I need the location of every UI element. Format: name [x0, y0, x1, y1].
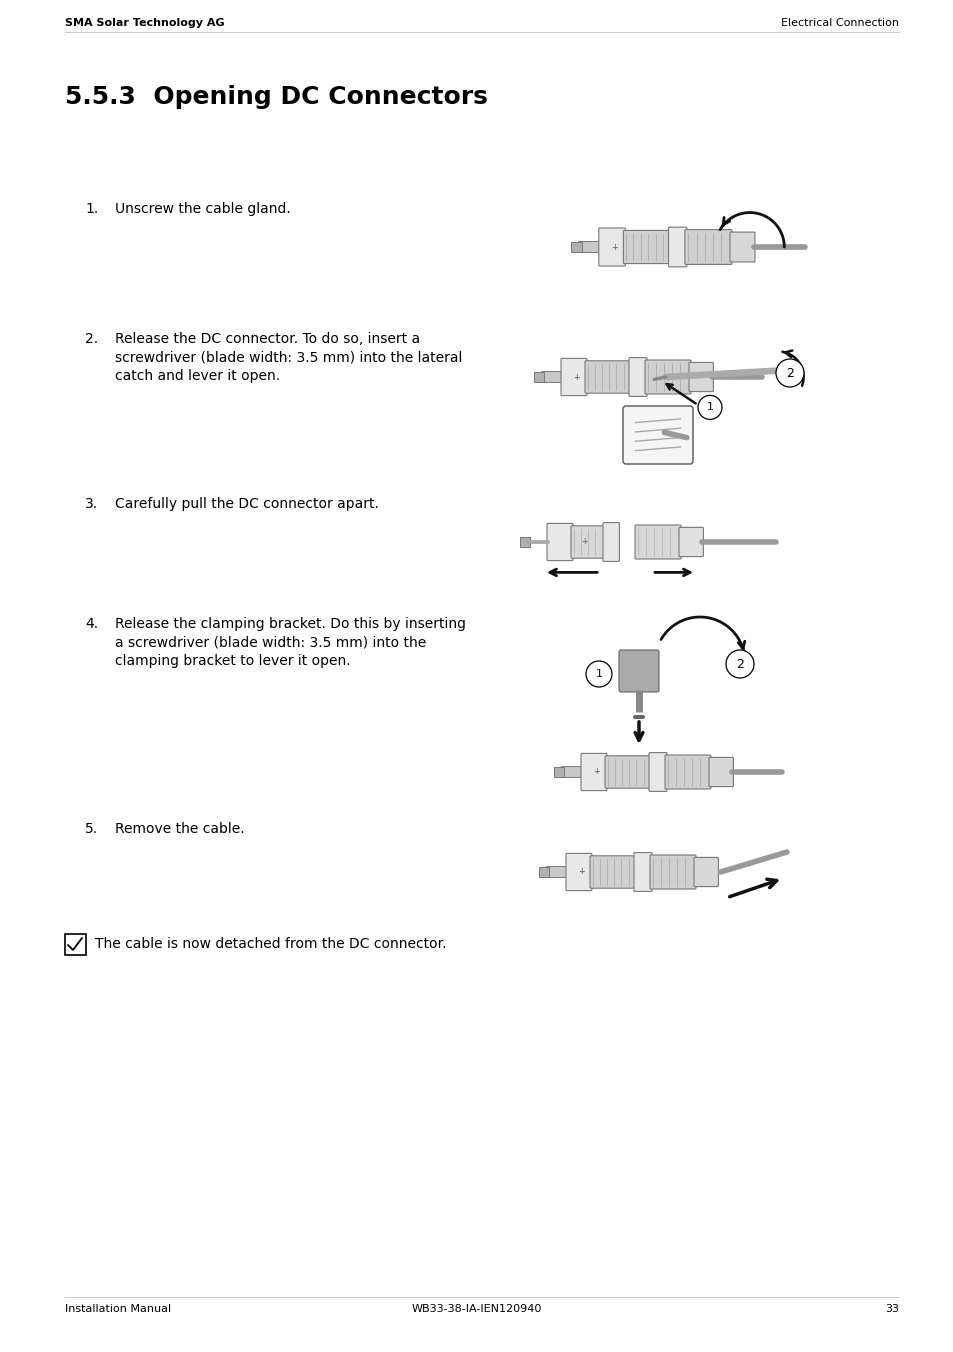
- Circle shape: [725, 650, 753, 677]
- Text: +: +: [611, 242, 618, 251]
- FancyBboxPatch shape: [622, 230, 670, 264]
- FancyBboxPatch shape: [628, 357, 646, 396]
- Bar: [571, 242, 581, 253]
- FancyBboxPatch shape: [729, 233, 754, 262]
- Text: +: +: [593, 768, 599, 776]
- Text: 3.: 3.: [85, 498, 98, 511]
- FancyBboxPatch shape: [578, 242, 600, 253]
- FancyBboxPatch shape: [540, 372, 562, 383]
- Text: WB33-38-IA-IEN120940: WB33-38-IA-IEN120940: [412, 1303, 541, 1314]
- Text: Release the DC connector. To do so, insert a
screwdriver (blade width: 3.5 mm) i: Release the DC connector. To do so, inse…: [115, 333, 462, 383]
- FancyBboxPatch shape: [560, 358, 586, 396]
- Circle shape: [698, 395, 721, 419]
- FancyBboxPatch shape: [635, 525, 680, 558]
- FancyBboxPatch shape: [546, 523, 573, 561]
- Text: 5.5.3  Opening DC Connectors: 5.5.3 Opening DC Connectors: [65, 85, 487, 110]
- Circle shape: [775, 360, 803, 387]
- Text: Remove the cable.: Remove the cable.: [115, 822, 244, 836]
- FancyBboxPatch shape: [644, 360, 690, 393]
- FancyBboxPatch shape: [679, 527, 702, 557]
- FancyBboxPatch shape: [618, 650, 659, 692]
- FancyBboxPatch shape: [580, 753, 606, 791]
- Text: 5.: 5.: [85, 822, 98, 836]
- FancyBboxPatch shape: [684, 230, 731, 265]
- Text: 33: 33: [884, 1303, 898, 1314]
- FancyBboxPatch shape: [604, 756, 650, 788]
- FancyBboxPatch shape: [598, 228, 625, 266]
- Text: SMA Solar Technology AG: SMA Solar Technology AG: [65, 18, 224, 28]
- FancyBboxPatch shape: [668, 227, 686, 266]
- Bar: [534, 372, 544, 383]
- FancyBboxPatch shape: [560, 767, 582, 777]
- FancyBboxPatch shape: [584, 361, 630, 393]
- Text: 2: 2: [785, 366, 793, 380]
- FancyBboxPatch shape: [708, 757, 733, 787]
- Circle shape: [585, 661, 612, 687]
- Text: Electrical Connection: Electrical Connection: [781, 18, 898, 28]
- Text: 1: 1: [706, 403, 713, 412]
- FancyBboxPatch shape: [602, 523, 618, 561]
- FancyBboxPatch shape: [571, 526, 604, 558]
- Text: Release the clamping bracket. Do this by inserting
a screwdriver (blade width: 3: Release the clamping bracket. Do this by…: [115, 617, 465, 668]
- Bar: [538, 867, 549, 877]
- Bar: [65, 934, 86, 955]
- Text: 1: 1: [595, 669, 602, 679]
- FancyBboxPatch shape: [648, 753, 666, 791]
- Text: The cable is now detached from the DC connector.: The cable is now detached from the DC co…: [95, 937, 446, 950]
- FancyBboxPatch shape: [622, 406, 692, 464]
- FancyBboxPatch shape: [664, 754, 710, 790]
- Text: Installation Manual: Installation Manual: [65, 1303, 171, 1314]
- FancyBboxPatch shape: [565, 853, 592, 891]
- FancyBboxPatch shape: [693, 857, 718, 887]
- Text: +: +: [578, 868, 584, 876]
- Text: +: +: [580, 538, 587, 546]
- FancyBboxPatch shape: [688, 362, 713, 392]
- Text: +: +: [573, 373, 579, 381]
- Text: 4.: 4.: [85, 617, 98, 631]
- FancyBboxPatch shape: [545, 867, 567, 877]
- FancyBboxPatch shape: [589, 856, 636, 888]
- FancyBboxPatch shape: [634, 853, 651, 891]
- Text: 2: 2: [736, 657, 743, 671]
- Bar: [554, 767, 564, 777]
- Text: 1.: 1.: [85, 201, 98, 216]
- Text: Unscrew the cable gland.: Unscrew the cable gland.: [115, 201, 291, 216]
- Text: 2.: 2.: [85, 333, 98, 346]
- Text: Carefully pull the DC connector apart.: Carefully pull the DC connector apart.: [115, 498, 378, 511]
- Bar: [519, 537, 530, 548]
- FancyBboxPatch shape: [649, 854, 696, 890]
